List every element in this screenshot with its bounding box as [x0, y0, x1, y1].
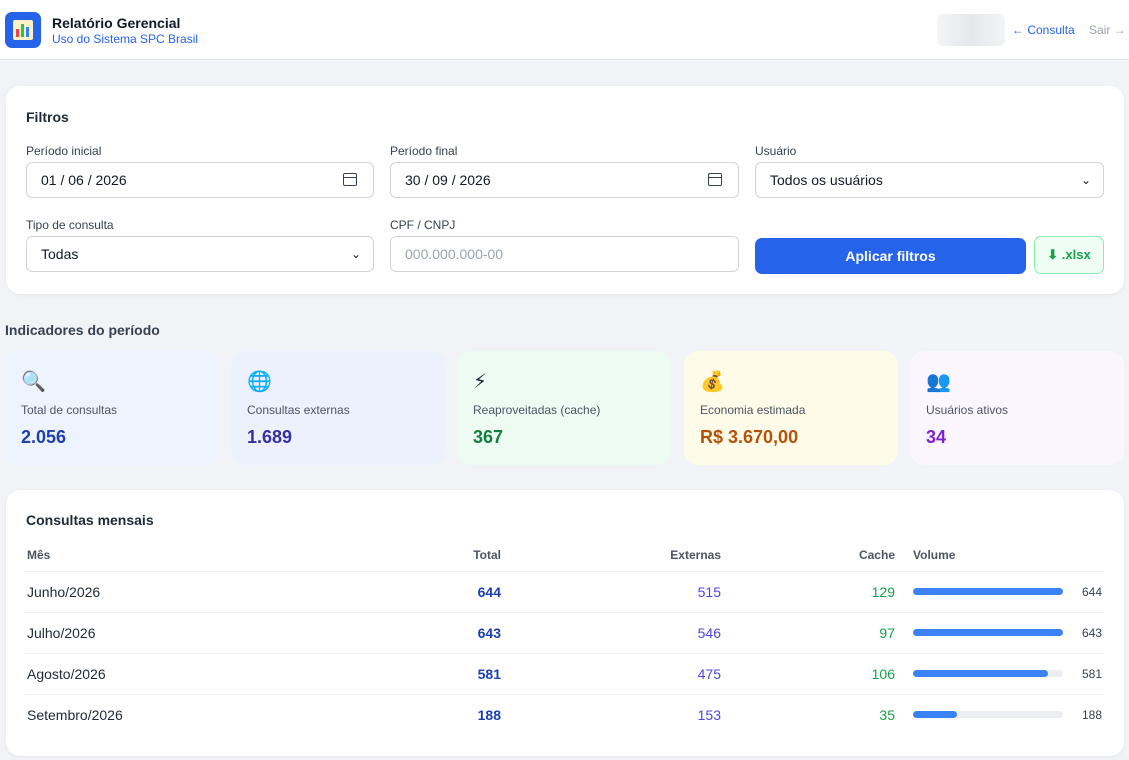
volume-bar-fill	[913, 588, 1063, 595]
row-volume: 644	[1081, 585, 1102, 599]
row-external: 515	[697, 584, 721, 600]
col-header-total: Total	[473, 548, 501, 562]
monthly-title: Consultas mensais	[26, 512, 154, 528]
calendar-icon[interactable]	[343, 173, 357, 186]
kpi-value: 34	[926, 427, 947, 447]
col-header-cache: Cache	[858, 548, 895, 562]
kpi-label: Consultas externas	[247, 403, 350, 417]
period-start-value: 01 / 06 / 2026	[41, 172, 127, 188]
volume-bar-fill	[913, 670, 1049, 677]
user-avatar	[937, 14, 1005, 46]
calendar-icon[interactable]	[708, 173, 722, 186]
row-external: 546	[697, 625, 721, 641]
volume-bar-track	[913, 588, 1063, 595]
row-external: 475	[697, 666, 721, 682]
user-select-value: Todos os usuários	[770, 172, 883, 188]
magnifier-icon: 🔍	[21, 371, 46, 393]
row-total: 644	[477, 584, 501, 600]
kpi-label: Total de consultas	[21, 403, 118, 417]
table-row-divider	[25, 694, 1104, 695]
money-bag-icon: 💰	[700, 371, 725, 393]
row-month: Junho/2026	[27, 584, 101, 600]
cpf-cnpj-placeholder: 000.000.000-00	[405, 246, 504, 262]
app-title: Relatório Gerencial	[52, 15, 181, 31]
type-select[interactable]: Todas ⌄	[26, 236, 374, 272]
kpi-label: Usuários ativos	[926, 403, 1009, 417]
kpi-card: 👥 Usuários ativos 34	[910, 351, 1124, 465]
globe-icon: 🌐	[247, 371, 272, 393]
row-external: 153	[697, 707, 721, 723]
period-start-label: Período inicial	[26, 144, 102, 158]
kpi-card: ⚡ Reaproveitadas (cache) 367	[457, 351, 671, 465]
top-header: Relatório Gerencial Uso do Sistema SPC B…	[0, 0, 1129, 60]
kpi-card: 🔍 Total de consultas 2.056	[5, 351, 219, 465]
type-select-value: Todas	[41, 246, 79, 262]
table-row-divider	[25, 612, 1104, 613]
logout-link[interactable]: Sair →	[1089, 23, 1126, 37]
lightning-icon: ⚡	[473, 371, 488, 393]
type-label: Tipo de consulta	[26, 218, 114, 232]
row-month: Julho/2026	[27, 625, 96, 641]
period-end-input[interactable]: 30 / 09 / 2026	[390, 162, 739, 198]
filters-title: Filtros	[26, 109, 69, 125]
row-cache: 129	[871, 584, 895, 600]
apply-filters-button[interactable]: Aplicar filtros	[755, 238, 1026, 274]
col-header-external: Externas	[670, 548, 721, 562]
col-header-volume: Volume	[913, 548, 956, 562]
kpi-label: Reaproveitadas (cache)	[473, 403, 601, 417]
volume-bar-track	[913, 670, 1063, 677]
volume-bar-fill	[913, 629, 1063, 636]
export-xlsx-button[interactable]: ⬇ .xlsx	[1034, 236, 1104, 274]
kpi-card: 💰 Economia estimada R$ 3.670,00	[684, 351, 898, 465]
period-start-input[interactable]: 01 / 06 / 2026	[26, 162, 374, 198]
row-cache: 35	[879, 707, 895, 723]
row-volume: 643	[1081, 626, 1102, 640]
row-total: 188	[477, 707, 501, 723]
period-end-label: Período final	[390, 144, 458, 158]
volume-bar-fill	[913, 711, 957, 718]
volume-bar-track	[913, 629, 1063, 636]
row-month: Agosto/2026	[27, 666, 106, 682]
users-icon: 👥	[926, 371, 951, 393]
doc-label: CPF / CNPJ	[390, 218, 456, 232]
user-select[interactable]: Todos os usuários ⌄	[755, 162, 1104, 198]
kpi-card: 🌐 Consultas externas 1.689	[231, 351, 445, 465]
row-cache: 97	[879, 625, 895, 641]
table-row-divider	[25, 571, 1104, 572]
chevron-down-icon: ⌄	[350, 247, 361, 261]
row-total: 581	[477, 666, 501, 682]
table-row-divider	[25, 653, 1104, 654]
cpf-cnpj-input[interactable]: 000.000.000-00	[390, 236, 739, 272]
chevron-down-icon: ⌄	[1080, 173, 1091, 187]
kpi-value: R$ 3.670,00	[700, 427, 799, 447]
row-total: 643	[477, 625, 501, 641]
col-header-month: Mês	[27, 548, 51, 562]
kpi-value: 2.056	[21, 427, 67, 447]
volume-bar-track	[913, 711, 1063, 718]
bar-chart-icon	[5, 12, 41, 48]
period-end-value: 30 / 09 / 2026	[405, 172, 491, 188]
kpi-value: 367	[473, 427, 504, 447]
kpi-value: 1.689	[247, 427, 293, 447]
kpi-label: Economia estimada	[700, 403, 806, 417]
row-cache: 106	[871, 666, 895, 682]
row-month: Setembro/2026	[27, 707, 123, 723]
app-subtitle: Uso do Sistema SPC Brasil	[52, 32, 199, 46]
user-label: Usuário	[755, 144, 797, 158]
row-volume: 188	[1081, 708, 1102, 722]
row-volume: 581	[1081, 667, 1102, 681]
indicators-title: Indicadores do período	[5, 322, 160, 338]
consulta-link[interactable]: ← Consulta	[1012, 23, 1075, 37]
